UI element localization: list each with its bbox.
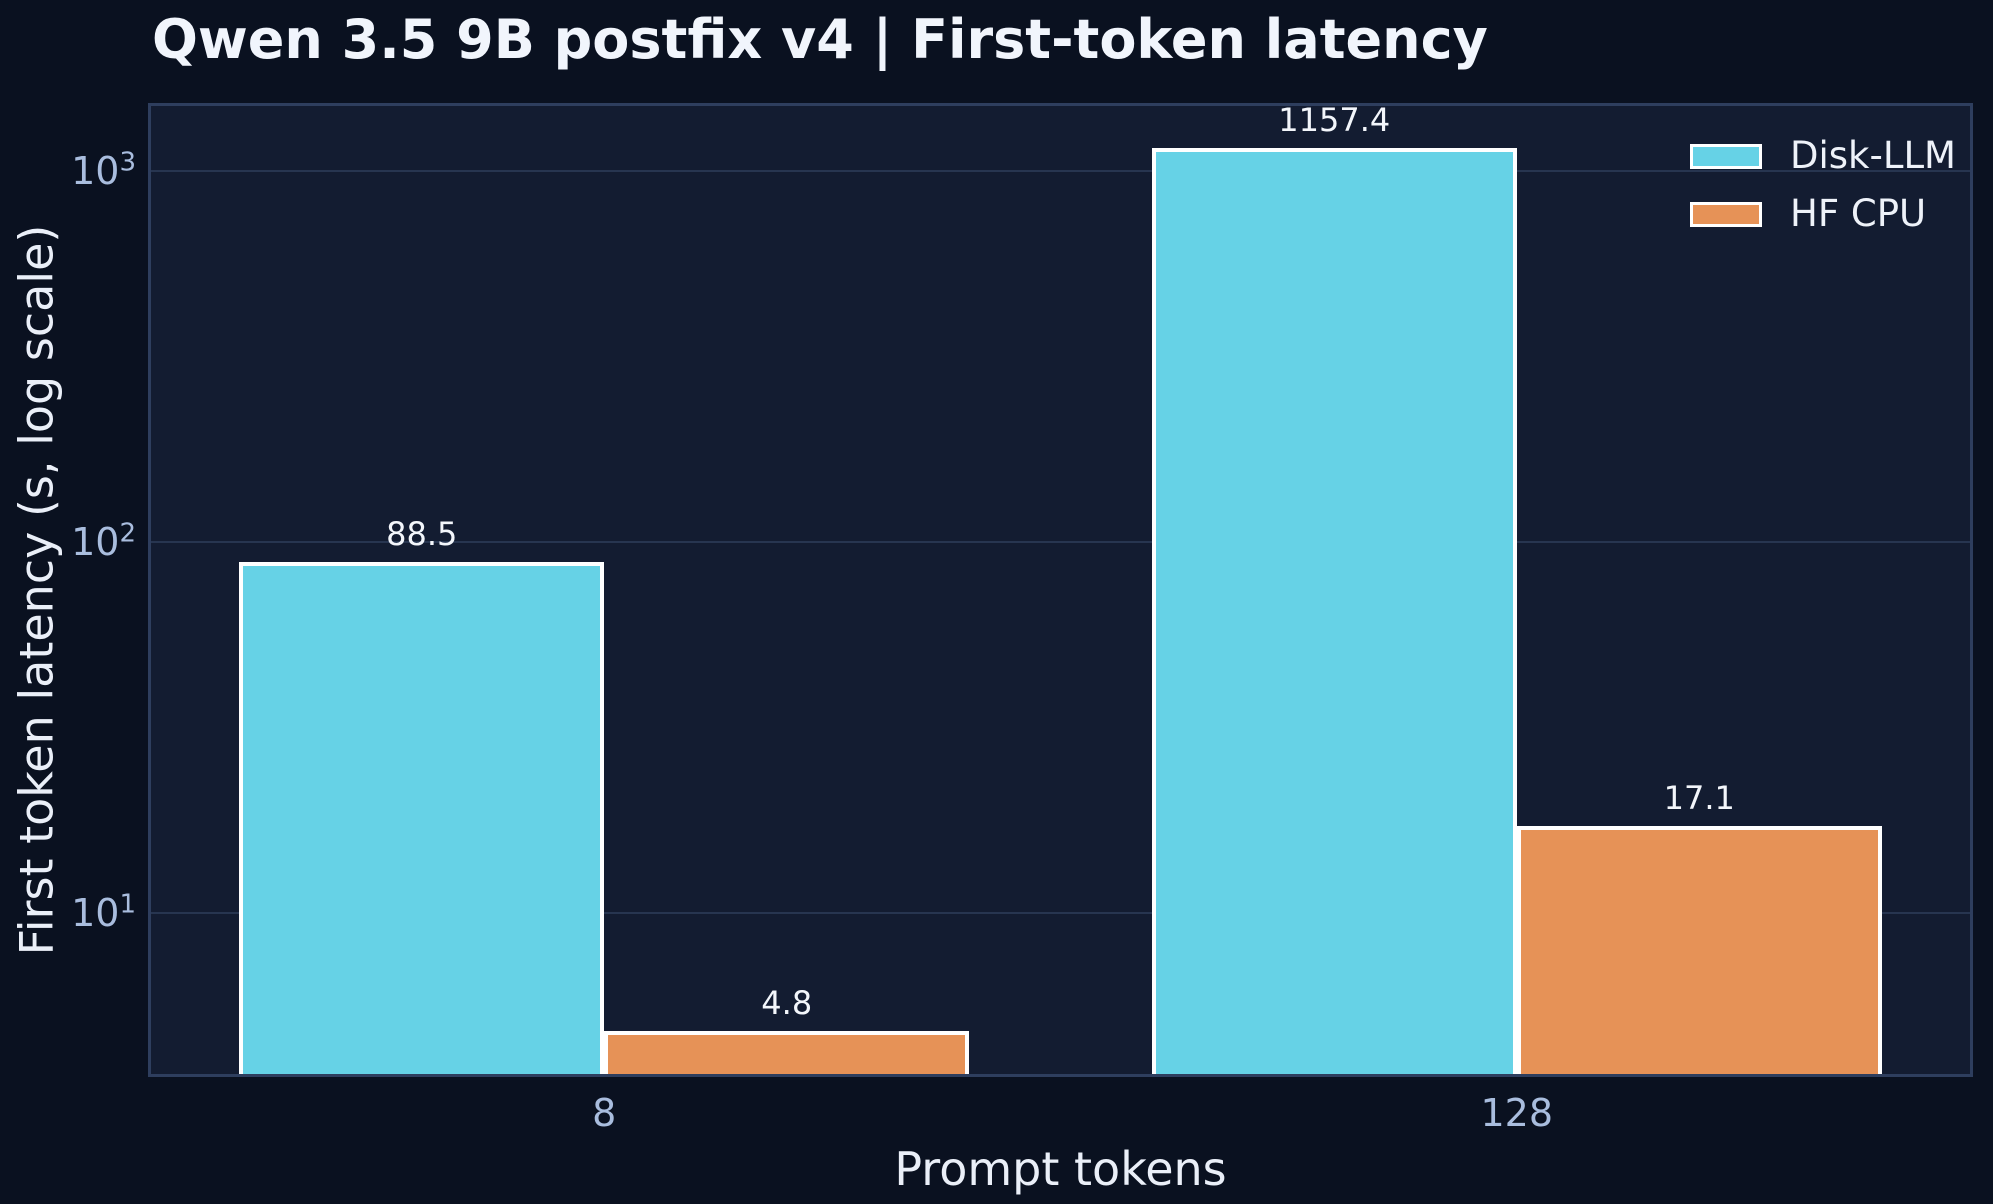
bar-hf-cpu-8 xyxy=(604,1030,970,1077)
y-tick-label-1000: 103 xyxy=(71,147,136,194)
chart-title: Qwen 3.5 9B postfix v4 | First-token lat… xyxy=(152,8,1488,71)
bar-value-label: 4.8 xyxy=(761,983,813,1022)
legend-item-hf-cpu: HF CPU xyxy=(1690,192,1960,236)
bar-disk-llm-128 xyxy=(1151,147,1517,1077)
plot-area: Disk-LLM HF CPU 88.5 4.8 1157.4 17.1 xyxy=(148,100,1973,1077)
gridline-1000 xyxy=(148,170,1973,173)
bar-value-label: 1157.4 xyxy=(1278,100,1391,139)
legend-label: HF CPU xyxy=(1790,192,1927,235)
x-axis-label: Prompt tokens xyxy=(894,1142,1227,1196)
legend-swatch-icon xyxy=(1690,143,1762,169)
bar-value-label: 88.5 xyxy=(386,514,458,553)
bar-disk-llm-8 xyxy=(239,561,605,1077)
gridline-10 xyxy=(148,911,1973,914)
y-tick-label-100: 102 xyxy=(71,518,136,564)
legend: Disk-LLM HF CPU xyxy=(1690,134,1960,236)
legend-item-disk-llm: Disk-LLM xyxy=(1690,134,1960,178)
x-tick-label-8: 8 xyxy=(592,1091,617,1135)
y-tick-label-10: 101 xyxy=(71,888,136,935)
gridline-100 xyxy=(148,541,1973,543)
legend-label: Disk-LLM xyxy=(1790,134,1956,177)
bar-value-label: 17.1 xyxy=(1663,779,1735,818)
x-tick-label-128: 128 xyxy=(1480,1091,1554,1135)
legend-swatch-icon xyxy=(1690,201,1762,227)
bar-hf-cpu-128 xyxy=(1516,826,1882,1077)
y-axis-label-text: First token latency (s, log scale) xyxy=(9,224,63,956)
